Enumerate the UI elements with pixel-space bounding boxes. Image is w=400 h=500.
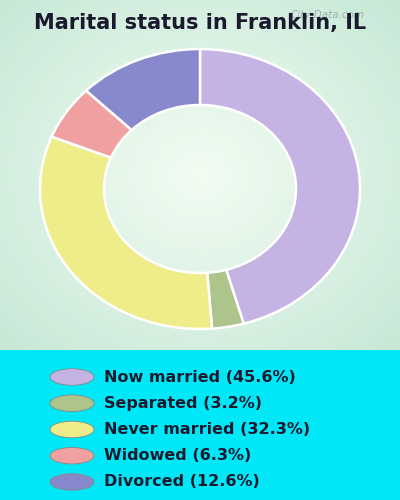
Wedge shape <box>52 90 132 158</box>
Text: Separated (3.2%): Separated (3.2%) <box>104 396 262 411</box>
Text: Widowed (6.3%): Widowed (6.3%) <box>104 448 251 463</box>
Circle shape <box>50 448 94 464</box>
Wedge shape <box>200 49 360 324</box>
Text: City-Data.com: City-Data.com <box>291 10 365 20</box>
Text: Never married (32.3%): Never married (32.3%) <box>104 422 310 437</box>
Wedge shape <box>207 270 244 328</box>
Text: Divorced (12.6%): Divorced (12.6%) <box>104 474 260 490</box>
Wedge shape <box>86 49 200 130</box>
Text: Marital status in Franklin, IL: Marital status in Franklin, IL <box>34 12 366 32</box>
Text: Now married (45.6%): Now married (45.6%) <box>104 370 296 384</box>
Circle shape <box>50 369 94 385</box>
Circle shape <box>50 395 94 411</box>
Circle shape <box>50 421 94 438</box>
Circle shape <box>50 474 94 490</box>
Wedge shape <box>40 136 212 329</box>
